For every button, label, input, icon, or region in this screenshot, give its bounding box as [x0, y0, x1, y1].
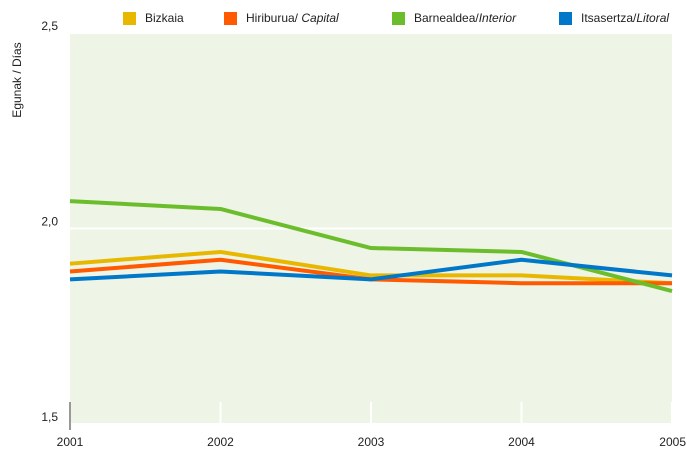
legend-swatch: [224, 12, 237, 25]
y-axis-label: Egunak / Días: [10, 42, 24, 117]
legend-label: Hiriburua/ Capital: [246, 11, 339, 25]
legend-swatch: [123, 12, 136, 25]
y-tick-label: 1,5: [41, 410, 58, 424]
x-tick-label: 2002: [207, 435, 234, 449]
x-tick-label: 2001: [57, 435, 84, 449]
x-tick-label: 2004: [508, 435, 535, 449]
y-tick-label: 2,0: [41, 215, 58, 229]
line: [69, 257, 673, 282]
legend-label: Barnealdea/Interior: [414, 11, 517, 25]
x-tick-label: 2003: [358, 435, 385, 449]
line: [69, 249, 673, 286]
legend-label: Bizkaia: [145, 11, 184, 25]
y-tick-label: 2,5: [41, 19, 58, 33]
legend-swatch: [392, 12, 405, 25]
legend-swatch: [559, 12, 572, 25]
x-tick-label: 2005: [659, 435, 686, 449]
legend-label: Itsasertza/Litoral: [581, 11, 669, 25]
